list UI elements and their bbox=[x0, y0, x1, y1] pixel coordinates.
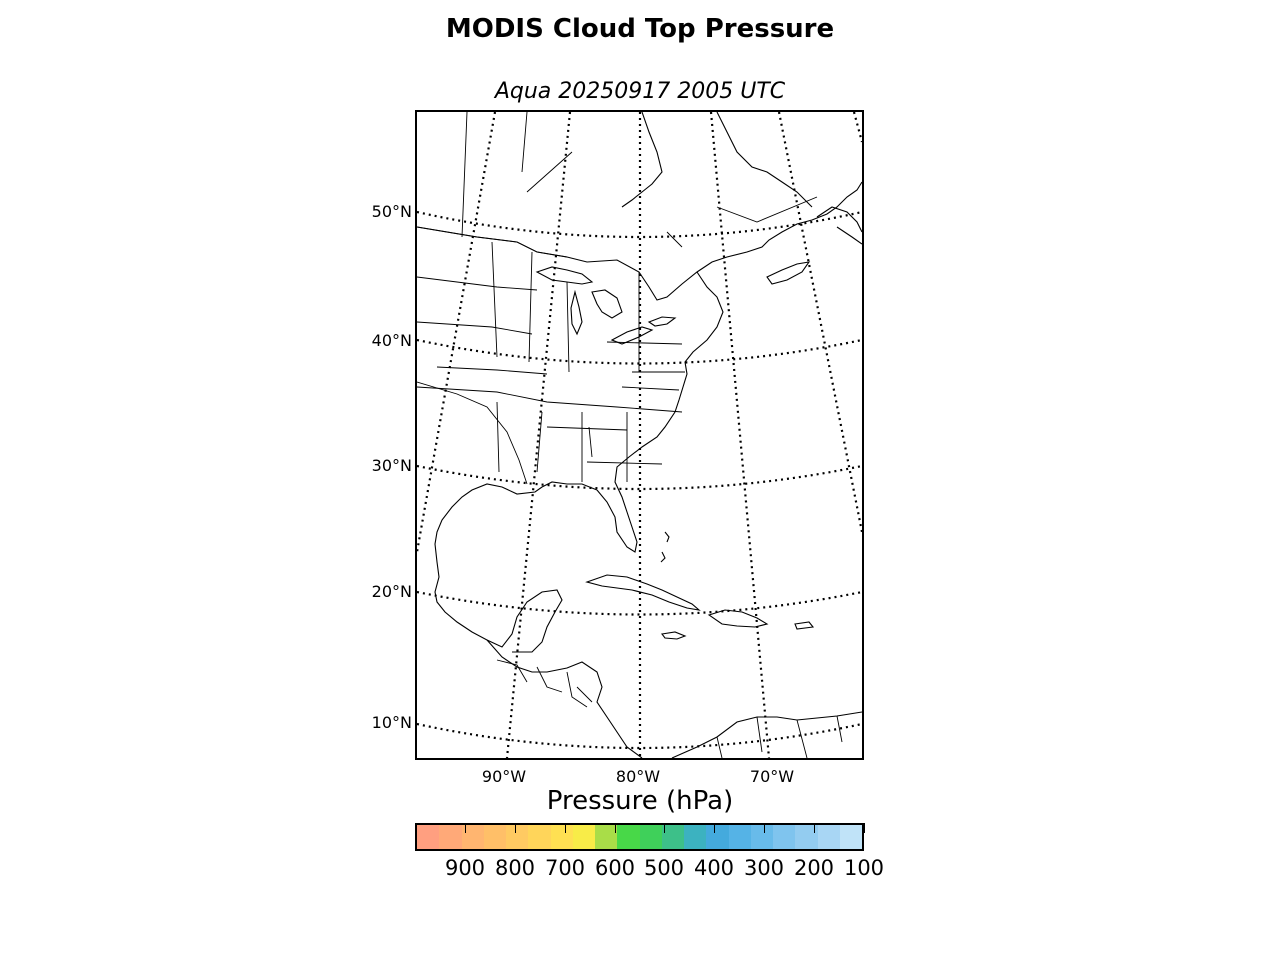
parallel-30n bbox=[417, 464, 862, 491]
colorbar-tick-label: 100 bbox=[843, 856, 885, 880]
colorbar bbox=[415, 823, 864, 851]
meridian-90w bbox=[505, 112, 572, 758]
colorbar-tick bbox=[515, 823, 516, 833]
lat-label-30n: 30°N bbox=[371, 456, 412, 475]
colorbar-tick-label: 600 bbox=[594, 856, 636, 880]
colorbar-segment bbox=[617, 825, 640, 849]
colorbar-segment bbox=[483, 825, 506, 849]
colorbar-tick-label: 700 bbox=[544, 856, 586, 880]
colorbar-title: Pressure (hPa) bbox=[546, 786, 734, 816]
state-lines-central bbox=[417, 386, 683, 482]
great-lakes-huron bbox=[591, 289, 623, 319]
great-lakes-michigan bbox=[570, 289, 583, 336]
cuba bbox=[585, 574, 701, 611]
central-america bbox=[486, 639, 643, 758]
great-lakes-erie bbox=[610, 326, 654, 345]
colorbar-tick-label: 900 bbox=[444, 856, 486, 880]
bahamas bbox=[660, 531, 670, 563]
political-boundaries bbox=[417, 112, 843, 758]
coastlines bbox=[417, 112, 862, 758]
meridian-100w bbox=[417, 112, 497, 553]
colorbar-segment bbox=[839, 825, 862, 849]
colorbar-tick bbox=[465, 823, 466, 833]
graticule bbox=[417, 112, 862, 758]
hudson-bay-coast bbox=[621, 112, 663, 208]
lat-label-10n: 10°N bbox=[371, 713, 412, 732]
meridian-70w bbox=[709, 112, 771, 758]
colorbar-tick-label: 300 bbox=[743, 856, 785, 880]
colorbar-segment bbox=[795, 825, 818, 849]
us-atlantic-coast bbox=[596, 271, 724, 553]
gulf-coast bbox=[434, 481, 598, 653]
great-lakes-superior bbox=[535, 266, 594, 285]
colorbar-tick bbox=[764, 823, 765, 833]
lon-label-80w: 80°W bbox=[615, 767, 661, 786]
nova-scotia bbox=[766, 261, 811, 285]
meridian-50w bbox=[852, 112, 862, 143]
colorbar-segment bbox=[706, 825, 729, 849]
colorbar-tick bbox=[714, 823, 715, 833]
central-america-borders bbox=[496, 659, 593, 708]
colorbar-segment bbox=[595, 825, 618, 849]
colorbar-tick-label: 400 bbox=[693, 856, 735, 880]
lon-label-90w: 90°W bbox=[481, 767, 527, 786]
state-lines-north bbox=[417, 241, 570, 375]
colorbar-segment bbox=[728, 825, 751, 849]
hispaniola bbox=[707, 609, 769, 628]
colorbar-segment bbox=[639, 825, 662, 849]
map-panel bbox=[415, 110, 864, 760]
colorbar-segment bbox=[439, 825, 462, 849]
colorbar-segment bbox=[817, 825, 840, 849]
figure-subtitle: Aqua 20250917 2005 UTC bbox=[494, 79, 786, 104]
parallel-50n bbox=[417, 210, 862, 239]
colorbar-tick bbox=[615, 823, 616, 833]
colorbar-tick bbox=[814, 823, 815, 833]
newfoundland bbox=[816, 206, 862, 245]
us-canada-border bbox=[417, 226, 640, 372]
colorbar-tick-label: 800 bbox=[494, 856, 536, 880]
lat-label-20n: 20°N bbox=[371, 582, 412, 601]
colorbar-segment bbox=[750, 825, 773, 849]
canada-provinces bbox=[461, 112, 818, 248]
lon-label-70w: 70°W bbox=[749, 767, 795, 786]
colorbar-tick-label: 500 bbox=[643, 856, 685, 880]
labrador-coast bbox=[716, 112, 813, 208]
lat-label-50n: 50°N bbox=[371, 202, 412, 221]
us-mexico-border bbox=[417, 381, 528, 485]
lat-label-40n: 40°N bbox=[371, 331, 412, 350]
state-lines-east bbox=[586, 341, 685, 465]
colorbar-tick bbox=[864, 823, 865, 833]
colorbar-segment bbox=[528, 825, 551, 849]
colorbar-segment bbox=[461, 825, 484, 849]
colorbar-segment bbox=[661, 825, 684, 849]
colorbar-segment bbox=[417, 825, 440, 849]
meridian-60w bbox=[777, 112, 862, 533]
north-america-east-coast bbox=[417, 181, 862, 301]
colorbar-segment bbox=[572, 825, 595, 849]
colorbar-segment bbox=[684, 825, 707, 849]
colorbar-segment bbox=[773, 825, 796, 849]
colorbar-segment bbox=[550, 825, 573, 849]
colorbar-segment bbox=[506, 825, 529, 849]
colorbar-tick bbox=[664, 823, 665, 833]
figure-title: MODIS Cloud Top Pressure bbox=[445, 14, 835, 44]
parallel-20n bbox=[417, 590, 862, 616]
south-america-borders bbox=[716, 715, 843, 758]
colorbar-tick bbox=[565, 823, 566, 833]
great-lakes-ontario bbox=[647, 316, 677, 327]
map-canvas bbox=[417, 112, 862, 758]
south-america-north bbox=[671, 711, 862, 758]
colorbar-tick-label: 200 bbox=[793, 856, 835, 880]
puerto-rico bbox=[794, 621, 815, 630]
jamaica bbox=[661, 631, 687, 640]
